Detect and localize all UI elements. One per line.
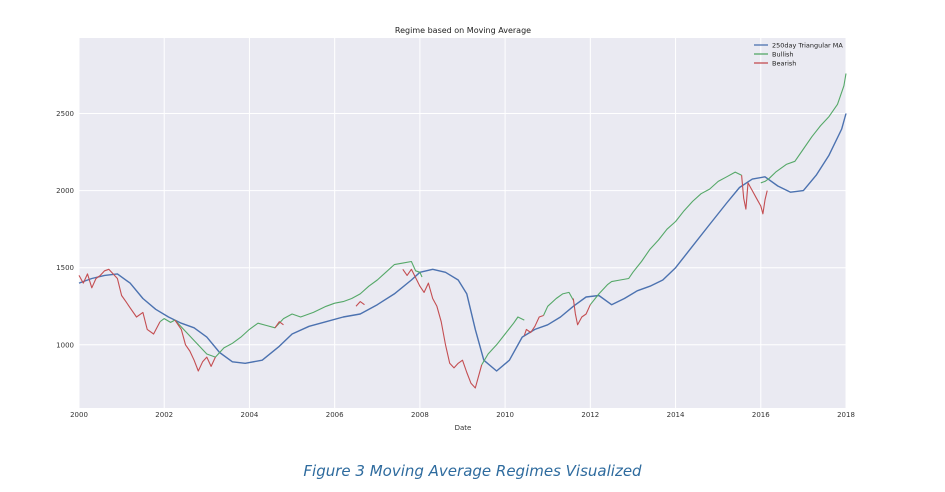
series-layer — [78, 73, 847, 389]
series-line-bearish — [78, 175, 768, 389]
grid-lines — [78, 38, 847, 408]
x-tick-label: 2004 — [241, 411, 259, 419]
x-axis-ticks: 2000 2002 2004 2006 2008 2010 2012 2014 2016 2018 — [70, 411, 855, 419]
x-tick-label: 2000 — [70, 411, 88, 419]
series-line-bullish — [159, 73, 847, 366]
y-tick-label: 1500 — [56, 264, 74, 272]
y-axis-ticks: 1000 1500 2000 2500 — [56, 110, 74, 349]
x-tick-label: 2010 — [496, 411, 514, 419]
x-tick-label: 2018 — [837, 411, 855, 419]
figure-caption: Figure 3 Moving Average Regimes Visualiz… — [303, 462, 642, 480]
x-tick-label: 2016 — [752, 411, 770, 419]
x-tick-label: 2002 — [155, 411, 173, 419]
x-tick-label: 2014 — [667, 411, 685, 419]
y-tick-label: 2500 — [56, 110, 74, 118]
x-tick-label: 2012 — [581, 411, 599, 419]
legend-label: 250day Triangular MA — [772, 41, 843, 49]
x-tick-label: 2008 — [411, 411, 429, 419]
y-tick-label: 2000 — [56, 187, 74, 195]
x-axis-label: Date — [455, 424, 472, 432]
y-tick-label: 1000 — [56, 341, 74, 349]
chart-title: Regime based on Moving Average — [395, 26, 531, 35]
x-tick-label: 2006 — [326, 411, 344, 419]
legend-label: Bullish — [772, 50, 794, 58]
legend-label: Bearish — [772, 59, 796, 67]
series-line-250day-triangular-ma — [78, 113, 847, 372]
regime-chart: Regime based on Moving Average 2000 2002 2… — [56, 26, 855, 432]
plot-area — [79, 38, 846, 408]
